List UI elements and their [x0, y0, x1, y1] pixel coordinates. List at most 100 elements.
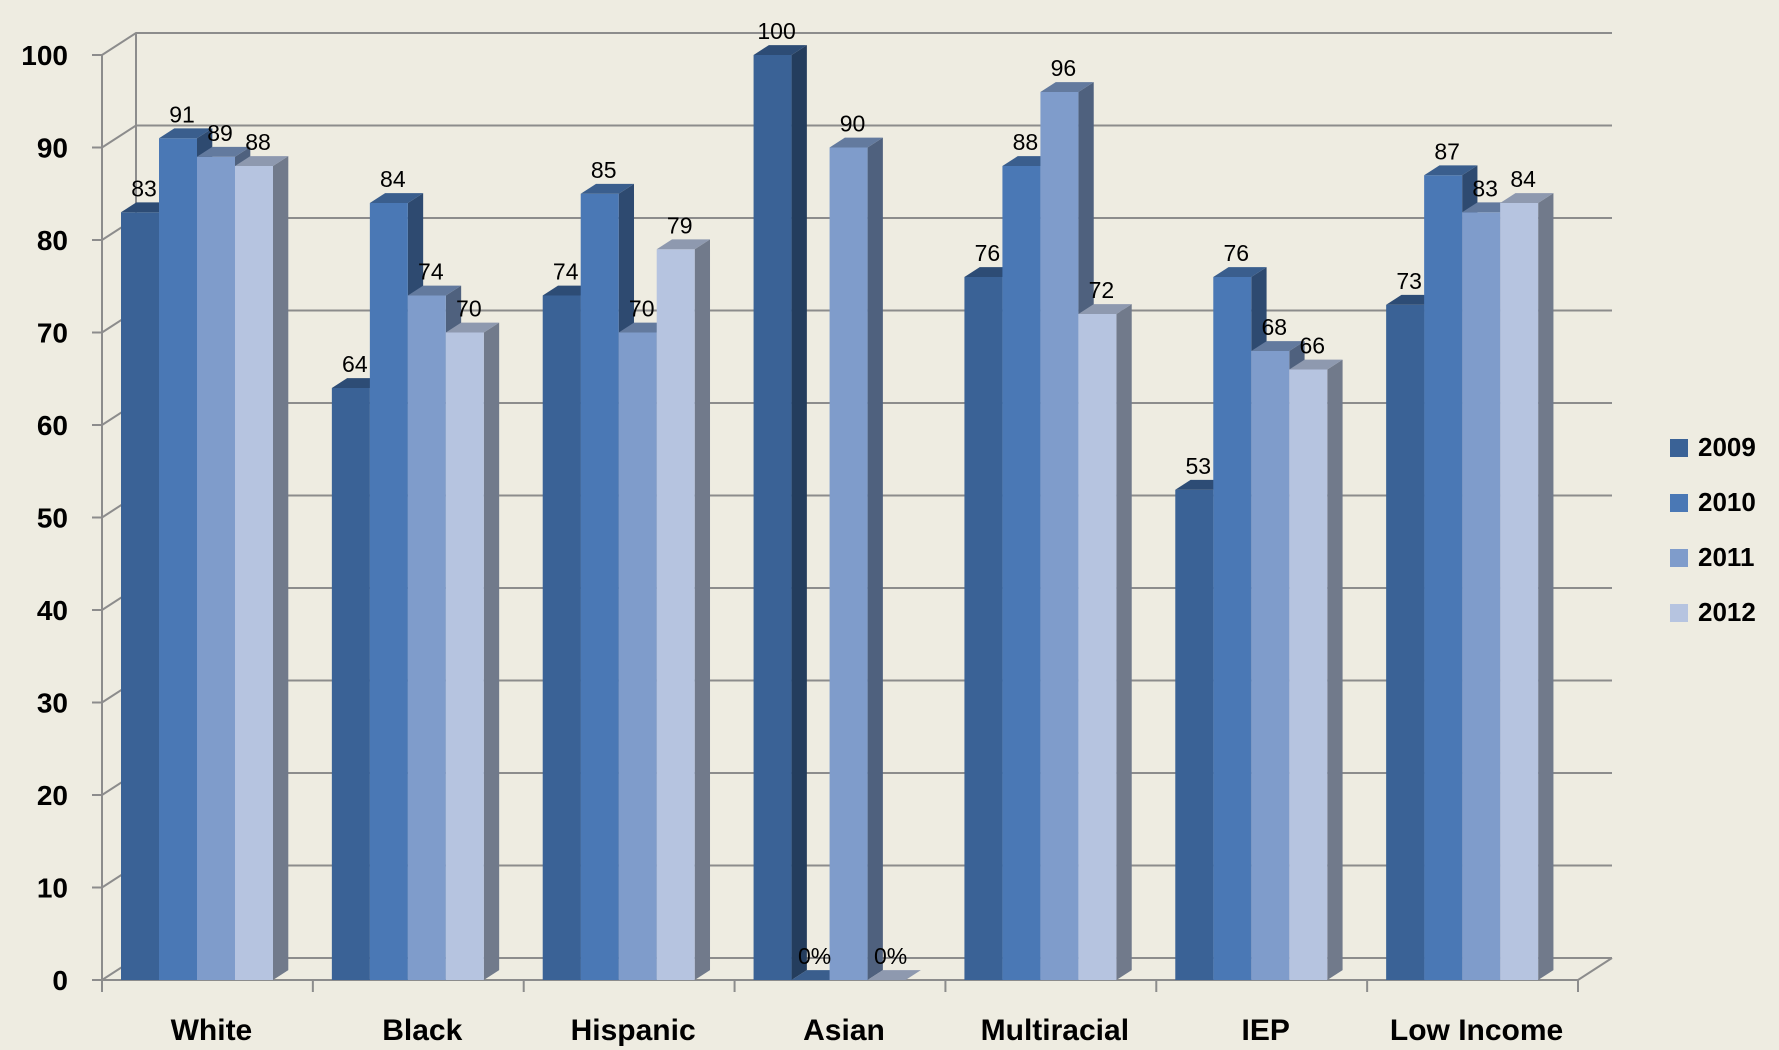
bar-top: [580, 183, 635, 194]
bar-side: [694, 239, 711, 981]
data-label: 53: [1185, 453, 1211, 479]
bar-front: [1040, 92, 1079, 980]
data-label: 90: [840, 111, 866, 137]
y-tick-label: 50: [37, 503, 68, 534]
data-label: 79: [667, 212, 693, 238]
legend-swatch: [1670, 604, 1688, 622]
data-label: 76: [975, 240, 1001, 266]
data-label: 0%: [874, 943, 907, 969]
data-label: 83: [1472, 175, 1498, 201]
bar-front: [197, 156, 235, 980]
data-labels: 83 91 89 88 64 84 74 70 74 85 70 79 100 0% 90 0% 76 88 96 7…: [131, 18, 1536, 969]
bar-front: [1078, 314, 1117, 980]
bar-top: [656, 239, 711, 250]
bar-front: [656, 249, 695, 980]
bar: [1078, 304, 1132, 981]
data-label: 85: [591, 157, 617, 183]
data-label: 74: [553, 259, 579, 285]
bar-top: [235, 156, 289, 166]
bar-front: [1386, 304, 1425, 980]
bar-front: [829, 147, 868, 980]
bar-top: [197, 146, 251, 157]
bar-front: [1002, 166, 1041, 980]
bar-front: [753, 55, 792, 980]
bar-top: [1500, 193, 1554, 203]
bar-front: [407, 295, 446, 980]
bar-top: [829, 137, 883, 148]
data-label: 68: [1261, 314, 1287, 340]
bar-front: [1213, 277, 1252, 980]
bar-top: [753, 45, 807, 55]
bar-top: [159, 128, 213, 139]
bar-top: [445, 322, 500, 333]
bar-side: [1116, 304, 1132, 981]
y-tick-label: 90: [37, 133, 68, 164]
bar: [829, 137, 883, 981]
data-label: 72: [1089, 277, 1115, 303]
y-tick-label: 40: [37, 595, 68, 626]
bar-front: [580, 193, 619, 980]
bar-front: [1289, 369, 1328, 980]
data-label: 84: [380, 166, 406, 192]
data-label: 87: [1434, 138, 1460, 164]
bar-front: [445, 332, 484, 980]
bar-side: [483, 322, 500, 981]
data-label: 83: [131, 175, 157, 201]
data-label: 66: [1299, 333, 1325, 359]
bar-top: [1040, 82, 1094, 92]
legend-label: 2012: [1698, 597, 1756, 627]
legend-label: 2010: [1698, 487, 1756, 517]
bar: [1289, 359, 1343, 981]
bar-top: [867, 970, 921, 980]
bars: [121, 45, 1554, 981]
bar-front: [235, 166, 273, 980]
bar-top: [1289, 359, 1343, 370]
bar-front: [1424, 175, 1463, 980]
bar-top: [1078, 304, 1132, 314]
y-tick-label: 30: [37, 688, 68, 719]
y-tick-label: 10: [37, 873, 68, 904]
data-label: 88: [245, 129, 271, 155]
bar-front: [1175, 489, 1214, 980]
bar-front: [121, 212, 159, 980]
x-tick-label: Hispanic: [571, 1014, 696, 1047]
data-label: 96: [1051, 55, 1077, 81]
bar-front: [1462, 212, 1501, 980]
data-label: 76: [1223, 240, 1249, 266]
legend-swatch: [1670, 549, 1688, 567]
bar: [867, 970, 921, 980]
data-label: 91: [169, 101, 195, 127]
legend-swatch: [1670, 494, 1688, 512]
bar-top: [1424, 165, 1478, 176]
data-label: 100: [757, 18, 795, 44]
bar-side: [867, 137, 883, 981]
bar-side: [1538, 193, 1554, 981]
legend-item: 2011: [1670, 542, 1754, 572]
legend-item: 2010: [1670, 487, 1756, 517]
data-label: 70: [456, 296, 482, 322]
y-tick-label: 20: [37, 780, 68, 811]
legend-swatch: [1670, 439, 1688, 457]
data-label: 89: [207, 120, 233, 146]
bar-side: [273, 156, 289, 981]
data-label: 73: [1396, 268, 1422, 294]
bar-side: [1327, 359, 1343, 981]
bar: [445, 322, 500, 981]
y-tick-label: 80: [37, 225, 68, 256]
data-label: 84: [1510, 166, 1536, 192]
bar: [753, 45, 807, 981]
x-tick-label: Asian: [803, 1014, 885, 1047]
bar-front: [964, 277, 1003, 980]
legend-item: 2012: [1670, 597, 1756, 627]
bar-front: [618, 332, 657, 980]
y-tick-label: 100: [21, 40, 68, 71]
bar-front: [369, 203, 408, 980]
bar-side: [791, 45, 807, 981]
x-tick-label: Low Income: [1390, 1014, 1563, 1047]
bar-front: [331, 388, 370, 980]
bar-top: [1251, 341, 1305, 351]
x-tick-label: White: [171, 1014, 253, 1047]
y-tick-label: 0: [52, 965, 68, 996]
bar-top: [407, 285, 462, 296]
bar-front: [542, 295, 581, 980]
